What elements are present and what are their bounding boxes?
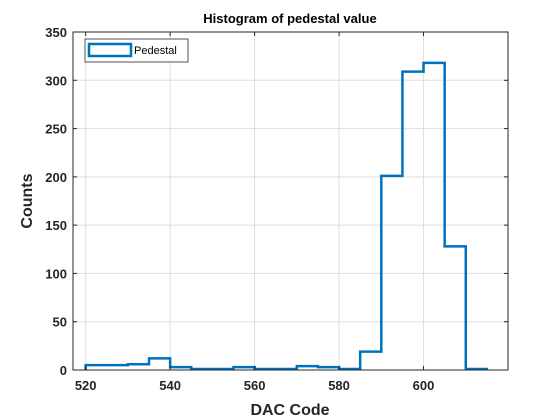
axes-box [72, 31, 509, 371]
histogram-bin [128, 364, 149, 370]
y-tick-label: 50 [53, 315, 67, 330]
legend-label: Pedestal [134, 45, 177, 57]
legend-swatch [87, 42, 133, 58]
histogram-bin [107, 365, 128, 370]
y-axis-label: Counts [19, 173, 36, 228]
histogram-bin [86, 365, 107, 370]
plot-area [73, 32, 508, 370]
x-tick-label: 520 [75, 378, 97, 393]
x-tick-label: 540 [159, 378, 181, 393]
y-tick-label: 250 [45, 122, 67, 137]
x-tick-label: 600 [413, 378, 435, 393]
tick-labels: 520 540 560 580 600 0 50 100 150 200 250 300 350 [45, 25, 434, 393]
chart-title: Histogram of pedestal value [203, 11, 376, 26]
histogram-bin [360, 352, 381, 370]
histogram-bin [297, 366, 318, 370]
y-tick-label: 0 [60, 363, 67, 378]
axis-ticks [73, 31, 508, 371]
x-tick-label: 560 [244, 378, 266, 393]
y-tick-label: 150 [45, 218, 67, 233]
x-axis-label: DAC Code [250, 402, 329, 419]
histogram-bin [381, 176, 402, 370]
y-tick-label: 200 [45, 170, 67, 185]
legend: Pedestal [84, 38, 189, 63]
y-tick-label: 300 [45, 73, 67, 88]
series-layer [84, 61, 489, 371]
histogram-outline [84, 61, 489, 371]
histogram-bin [402, 72, 423, 370]
y-tick-label: 100 [45, 266, 67, 281]
x-tick-label: 580 [328, 378, 350, 393]
histogram-bin [424, 63, 445, 370]
histogram-bin [149, 358, 170, 370]
y-tick-label: 350 [45, 25, 67, 40]
histogram-bin [445, 246, 466, 370]
